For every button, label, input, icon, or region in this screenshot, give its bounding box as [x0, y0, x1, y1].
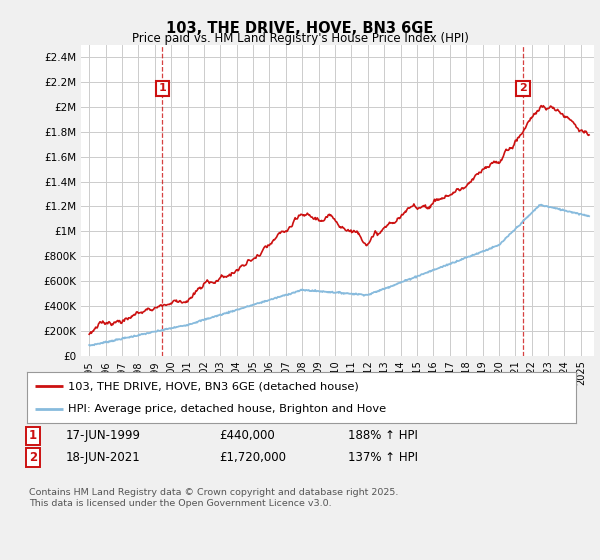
- Text: 2: 2: [519, 83, 527, 94]
- Text: 18-JUN-2021: 18-JUN-2021: [66, 451, 141, 464]
- Text: £1,720,000: £1,720,000: [219, 451, 286, 464]
- Text: 1: 1: [158, 83, 166, 94]
- Text: 2: 2: [29, 451, 37, 464]
- Text: 137% ↑ HPI: 137% ↑ HPI: [348, 451, 418, 464]
- Text: Contains HM Land Registry data © Crown copyright and database right 2025.
This d: Contains HM Land Registry data © Crown c…: [29, 488, 398, 508]
- Text: 17-JUN-1999: 17-JUN-1999: [66, 429, 141, 442]
- Text: 103, THE DRIVE, HOVE, BN3 6GE (detached house): 103, THE DRIVE, HOVE, BN3 6GE (detached …: [68, 381, 359, 391]
- Text: Price paid vs. HM Land Registry's House Price Index (HPI): Price paid vs. HM Land Registry's House …: [131, 32, 469, 45]
- Text: HPI: Average price, detached house, Brighton and Hove: HPI: Average price, detached house, Brig…: [68, 404, 386, 414]
- Text: 1: 1: [29, 429, 37, 442]
- Text: 188% ↑ HPI: 188% ↑ HPI: [348, 429, 418, 442]
- Text: 103, THE DRIVE, HOVE, BN3 6GE: 103, THE DRIVE, HOVE, BN3 6GE: [166, 21, 434, 36]
- Text: £440,000: £440,000: [219, 429, 275, 442]
